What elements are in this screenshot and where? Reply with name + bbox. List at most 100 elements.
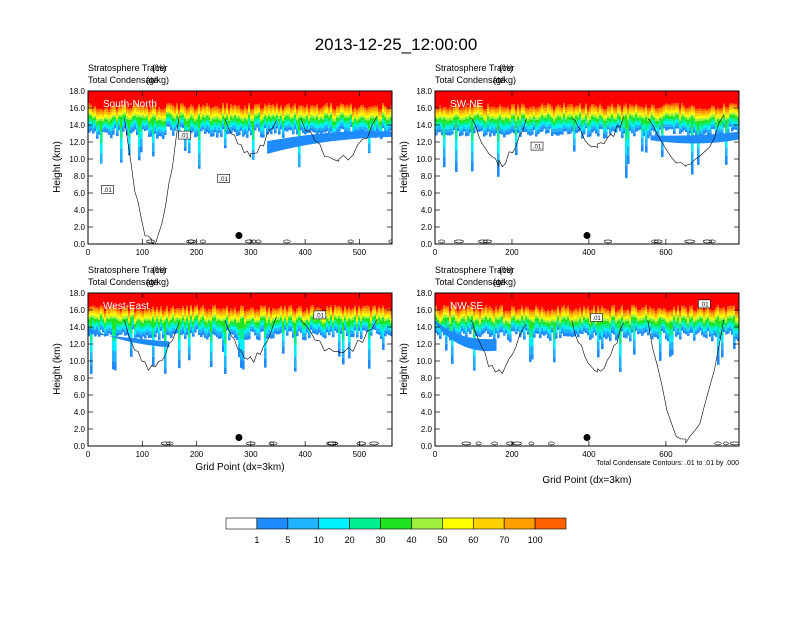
tracer-cell	[727, 129, 730, 133]
tracer-cell	[661, 150, 664, 157]
x-tick-label: 600	[659, 248, 673, 257]
tracer-cell	[605, 132, 608, 135]
tracer-cell	[184, 147, 187, 151]
tracer-field: .01 .01 .01	[88, 91, 393, 244]
x-axis-title: Grid Point (dx=3km)	[542, 475, 631, 486]
tracer-cell	[100, 154, 103, 164]
tracer-cell	[633, 133, 636, 137]
y-tick-label: 16.0	[69, 104, 85, 113]
tracer-cell	[342, 340, 345, 349]
tracer-cell	[627, 156, 630, 164]
tracer-cell	[172, 132, 175, 136]
tracer-cell	[515, 149, 518, 155]
tracer-cell	[455, 150, 458, 161]
y-tick-label: 16.0	[416, 104, 432, 113]
tracer-cell	[114, 340, 117, 351]
tracer-cell	[609, 132, 612, 135]
tracer-cell	[264, 349, 267, 359]
tracer-cell	[278, 132, 281, 135]
tracer-cell	[188, 151, 191, 154]
tracer-cell	[294, 368, 297, 372]
y-axis-title: Height (km)	[52, 343, 63, 395]
x-tick-label: 0	[433, 248, 438, 257]
tracer-cell	[497, 142, 500, 154]
tracer-cell	[605, 135, 608, 138]
tracer-cell	[164, 127, 167, 130]
tracer-cell	[298, 154, 301, 166]
tracer-cell	[471, 161, 474, 171]
location-marker	[584, 232, 591, 239]
tracer-cell	[352, 331, 355, 334]
panel-header-west-east: Stratosphere Tracer (%) Total Condensate…	[88, 265, 169, 287]
contour-label-text: .01	[103, 188, 112, 194]
tracer-cell	[100, 143, 103, 154]
tracer-cell	[725, 147, 728, 156]
tracer-cell	[338, 129, 341, 132]
tracer-cell	[625, 166, 628, 179]
y-tick-label: 8.0	[74, 172, 86, 181]
tracer-cell	[342, 358, 345, 365]
tracer-cell	[264, 338, 267, 348]
tracer-cell	[120, 160, 123, 163]
tracer-cell	[210, 352, 213, 361]
tracer-cell	[262, 135, 265, 138]
tracer-cell	[188, 338, 191, 346]
tracer-cell	[248, 332, 251, 336]
tracer-cell	[535, 134, 538, 137]
tracer-cell	[497, 165, 500, 177]
tracer-cell	[471, 151, 474, 161]
contour-label: .01	[179, 131, 191, 140]
tracer-cell	[242, 339, 245, 350]
tracer-cell	[641, 138, 644, 145]
tracer-cell	[443, 157, 446, 167]
tracer-cell	[152, 143, 155, 152]
contour-footnote: Total Condensate Contours: .01 to .01 by…	[596, 460, 739, 467]
tracer-cell	[282, 340, 285, 346]
tracer-cell	[198, 140, 201, 153]
tracer-cell	[164, 132, 167, 135]
panel-sw-ne: .01SW-NE0.02.04.06.08.010.012.014.016.01…	[416, 87, 739, 257]
tracer-cell	[455, 161, 458, 172]
y-tick-label: 10.0	[69, 155, 85, 164]
tracer-cell	[262, 131, 265, 135]
tracer-cell	[697, 147, 700, 156]
tracer-cell	[140, 146, 143, 152]
tracer-cell	[627, 138, 630, 147]
contour-label: .01	[218, 174, 230, 183]
tracer-cell	[212, 133, 215, 136]
tracer-cell	[246, 134, 249, 138]
tracer-cell	[120, 139, 123, 149]
tracer-cell	[152, 134, 155, 142]
header-condensate-unit: (g/kg)	[493, 277, 516, 287]
x-tick-label: 500	[353, 248, 367, 257]
tracer-cell	[348, 128, 351, 131]
tracer-cell	[282, 131, 285, 135]
tracer-cell	[485, 132, 488, 135]
contour-label-text: .01	[180, 134, 189, 140]
panel-west-east: .01West-East0.02.04.06.08.010.012.014.01…	[69, 289, 392, 459]
tracer-cell	[116, 133, 119, 136]
tracer-cell	[242, 361, 245, 370]
y-tick-label: 2.0	[421, 223, 433, 232]
y-tick-label: 6.0	[421, 189, 433, 198]
tracer-cell	[162, 135, 165, 139]
y-tick-label: 4.0	[421, 206, 433, 215]
y-tick-label: 14.0	[416, 121, 432, 130]
tracer-cell	[725, 156, 728, 165]
tracer-cell	[116, 130, 119, 133]
x-tick-label: 300	[244, 248, 258, 257]
tracer-cell	[224, 368, 227, 374]
tracer-cell	[138, 156, 141, 160]
tracer-cell	[220, 130, 223, 133]
tracer-cell	[583, 132, 586, 134]
tracer-cell	[489, 133, 492, 137]
tracer-cell	[673, 131, 676, 134]
tracer-cell	[467, 132, 470, 135]
tracer-cell	[443, 147, 446, 157]
tracer-cell	[224, 344, 227, 356]
tracer-cell	[324, 335, 327, 338]
tracer-cell	[158, 333, 161, 337]
tracer-cell	[298, 166, 301, 167]
panel-label: South-North	[103, 99, 157, 110]
